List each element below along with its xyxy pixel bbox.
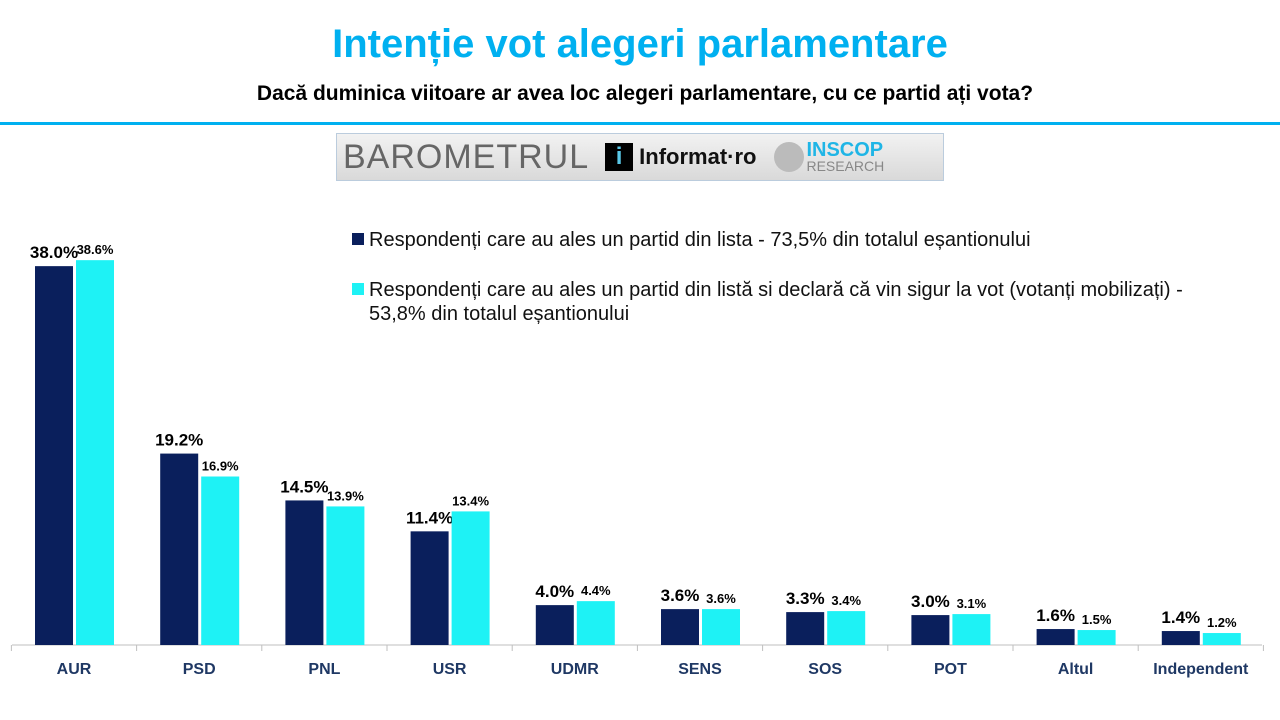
bar-series1 bbox=[35, 266, 73, 645]
bar-series2 bbox=[1202, 633, 1241, 645]
data-label: 1.4% bbox=[1161, 608, 1200, 627]
data-label: 3.6% bbox=[706, 591, 736, 606]
data-label: 1.6% bbox=[1036, 606, 1075, 625]
data-label: 3.4% bbox=[831, 593, 861, 608]
data-label: 4.0% bbox=[535, 582, 574, 601]
legend-swatch bbox=[352, 283, 364, 295]
data-label: 13.4% bbox=[452, 493, 489, 508]
bar-series2 bbox=[201, 476, 240, 645]
category-label: PSD bbox=[183, 661, 216, 678]
info-icon: i bbox=[605, 143, 634, 171]
data-label: 1.5% bbox=[1082, 612, 1112, 627]
inscop-circle-icon bbox=[774, 142, 805, 172]
category-label: Altul bbox=[1058, 661, 1094, 678]
bar-series2 bbox=[1077, 630, 1116, 645]
bar-series2 bbox=[827, 611, 866, 645]
bar-series1 bbox=[1161, 631, 1200, 645]
inscop-logo: INSCOP RESEARCH bbox=[774, 140, 884, 173]
category-label: UDMR bbox=[551, 661, 599, 678]
category-label: USR bbox=[433, 661, 467, 678]
data-label: 38.0% bbox=[30, 243, 78, 262]
page-title: Intenție vot alegeri parlamentare bbox=[332, 22, 948, 66]
bar-series1 bbox=[1036, 629, 1075, 645]
bar-series2 bbox=[326, 506, 365, 645]
data-label: 3.0% bbox=[911, 592, 950, 611]
category-label: Independent bbox=[1153, 661, 1249, 678]
category-label: SENS bbox=[678, 661, 722, 678]
category-label: PNL bbox=[308, 661, 340, 678]
bar-series2 bbox=[576, 601, 615, 645]
legend-item-series1: Respondenți care au ales un partid din l… bbox=[352, 228, 1212, 252]
bar-series1 bbox=[285, 500, 324, 645]
category-label: AUR bbox=[57, 661, 92, 678]
informat-logo: i Informat·ro bbox=[605, 143, 756, 171]
data-label: 1.2% bbox=[1207, 615, 1237, 630]
category-label: POT bbox=[934, 661, 967, 678]
data-label: 4.4% bbox=[581, 583, 611, 598]
data-label: 3.6% bbox=[661, 586, 700, 605]
bar-series1 bbox=[410, 531, 449, 645]
divider bbox=[0, 122, 1280, 125]
data-label: 13.9% bbox=[327, 488, 364, 503]
bar-series2 bbox=[952, 614, 991, 645]
barometrul-logo: BAROMETRUL bbox=[343, 137, 590, 176]
page-subtitle: Dacă duminica viitoare ar avea loc alege… bbox=[256, 82, 1034, 105]
sponsor-logo-banner: BAROMETRUL i Informat·ro INSCOP RESEARCH bbox=[336, 133, 944, 181]
data-label: 11.4% bbox=[406, 508, 453, 527]
data-label: 3.3% bbox=[786, 589, 825, 608]
data-label: 38.6% bbox=[77, 242, 114, 257]
category-label: SOS bbox=[808, 661, 842, 678]
data-label: 14.5% bbox=[280, 477, 328, 496]
data-label: 16.9% bbox=[202, 459, 239, 474]
bar-series1 bbox=[160, 453, 199, 645]
legend-item-series2: Respondenți care au ales un partid din l… bbox=[352, 278, 1229, 326]
data-label: 19.2% bbox=[155, 431, 203, 450]
bar-series2 bbox=[76, 260, 114, 645]
bar-series2 bbox=[702, 609, 740, 645]
bar-series1 bbox=[911, 615, 950, 645]
data-label: 3.1% bbox=[957, 596, 987, 611]
bar-series2 bbox=[451, 511, 490, 645]
legend-swatch bbox=[352, 233, 364, 245]
bar-series1 bbox=[786, 612, 825, 645]
bar-series1 bbox=[535, 605, 574, 645]
bar-series1 bbox=[661, 609, 699, 645]
